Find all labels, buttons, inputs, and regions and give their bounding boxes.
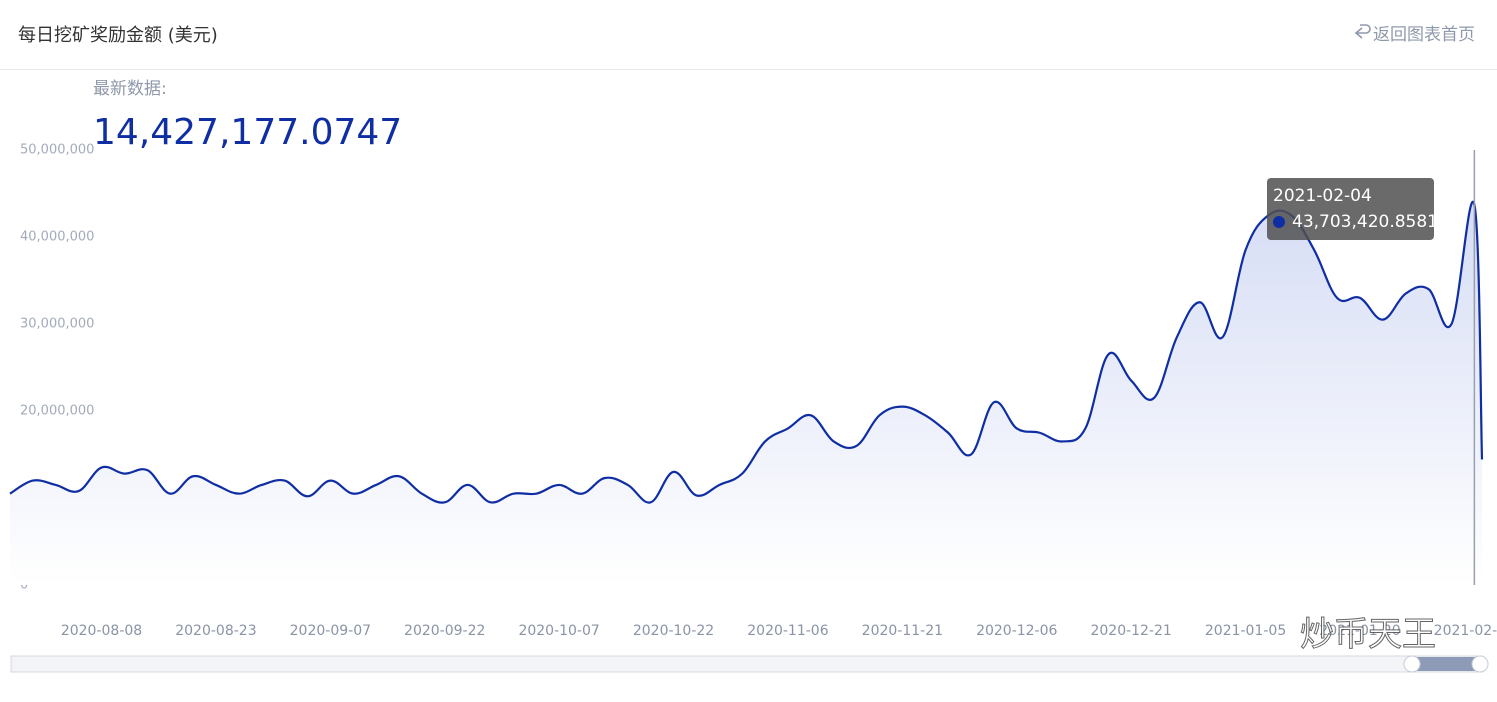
x-tick-label: 2020-08-08 <box>61 623 142 639</box>
plot: 010,000,00020,000,00030,000,00040,000,00… <box>9 143 1497 639</box>
zoom-slider[interactable] <box>10 655 1484 673</box>
x-tick-label: 2021-01-05 <box>1205 623 1286 639</box>
watermark: 炒币天王 <box>1300 615 1436 655</box>
zoom-handle[interactable] <box>1471 655 1489 673</box>
back-link[interactable]: 返回图表首页 <box>1373 25 1475 45</box>
x-tick-label: 2020-12-21 <box>1090 623 1171 639</box>
x-tick-label: 2020-09-22 <box>404 623 485 639</box>
tooltip-value: 43,703,420.8581 <box>1292 212 1438 232</box>
x-tick-label: 2020-12-06 <box>976 623 1057 639</box>
x-tick-label: 2020-10-07 <box>518 623 599 639</box>
x-tick-label: 2021-02-04 <box>1434 623 1497 639</box>
zoom-window[interactable] <box>1412 657 1482 671</box>
x-tick-label: 2020-11-21 <box>862 623 943 639</box>
latest-caption: 最新数据: <box>93 79 167 99</box>
x-tick-label: 2020-08-23 <box>175 623 256 639</box>
x-tick-label: 2020-09-07 <box>290 623 371 639</box>
y-tick-label: 30,000,000 <box>20 317 94 332</box>
tooltip: 2021-02-04 43,703,420.8581 <box>1267 178 1438 240</box>
chart-title: 每日挖矿奖励金额 (美元) <box>18 25 218 46</box>
tooltip-date: 2021-02-04 <box>1273 186 1372 206</box>
tooltip-box <box>1267 178 1434 240</box>
x-tick-label: 2020-10-22 <box>633 623 714 639</box>
latest-value: 14,427,177.0747 <box>93 112 402 153</box>
zoom-handle[interactable] <box>1403 655 1421 673</box>
y-tick-label: 20,000,000 <box>20 404 94 419</box>
tooltip-marker <box>1273 216 1285 228</box>
back-icon[interactable] <box>1354 24 1371 39</box>
x-tick-label: 2020-11-06 <box>747 623 828 639</box>
y-tick-label: 50,000,000 <box>20 143 94 158</box>
x-tick-label: 2021-01-20 <box>1319 623 1400 639</box>
area <box>10 201 1482 585</box>
y-tick-label: 40,000,000 <box>20 230 94 245</box>
